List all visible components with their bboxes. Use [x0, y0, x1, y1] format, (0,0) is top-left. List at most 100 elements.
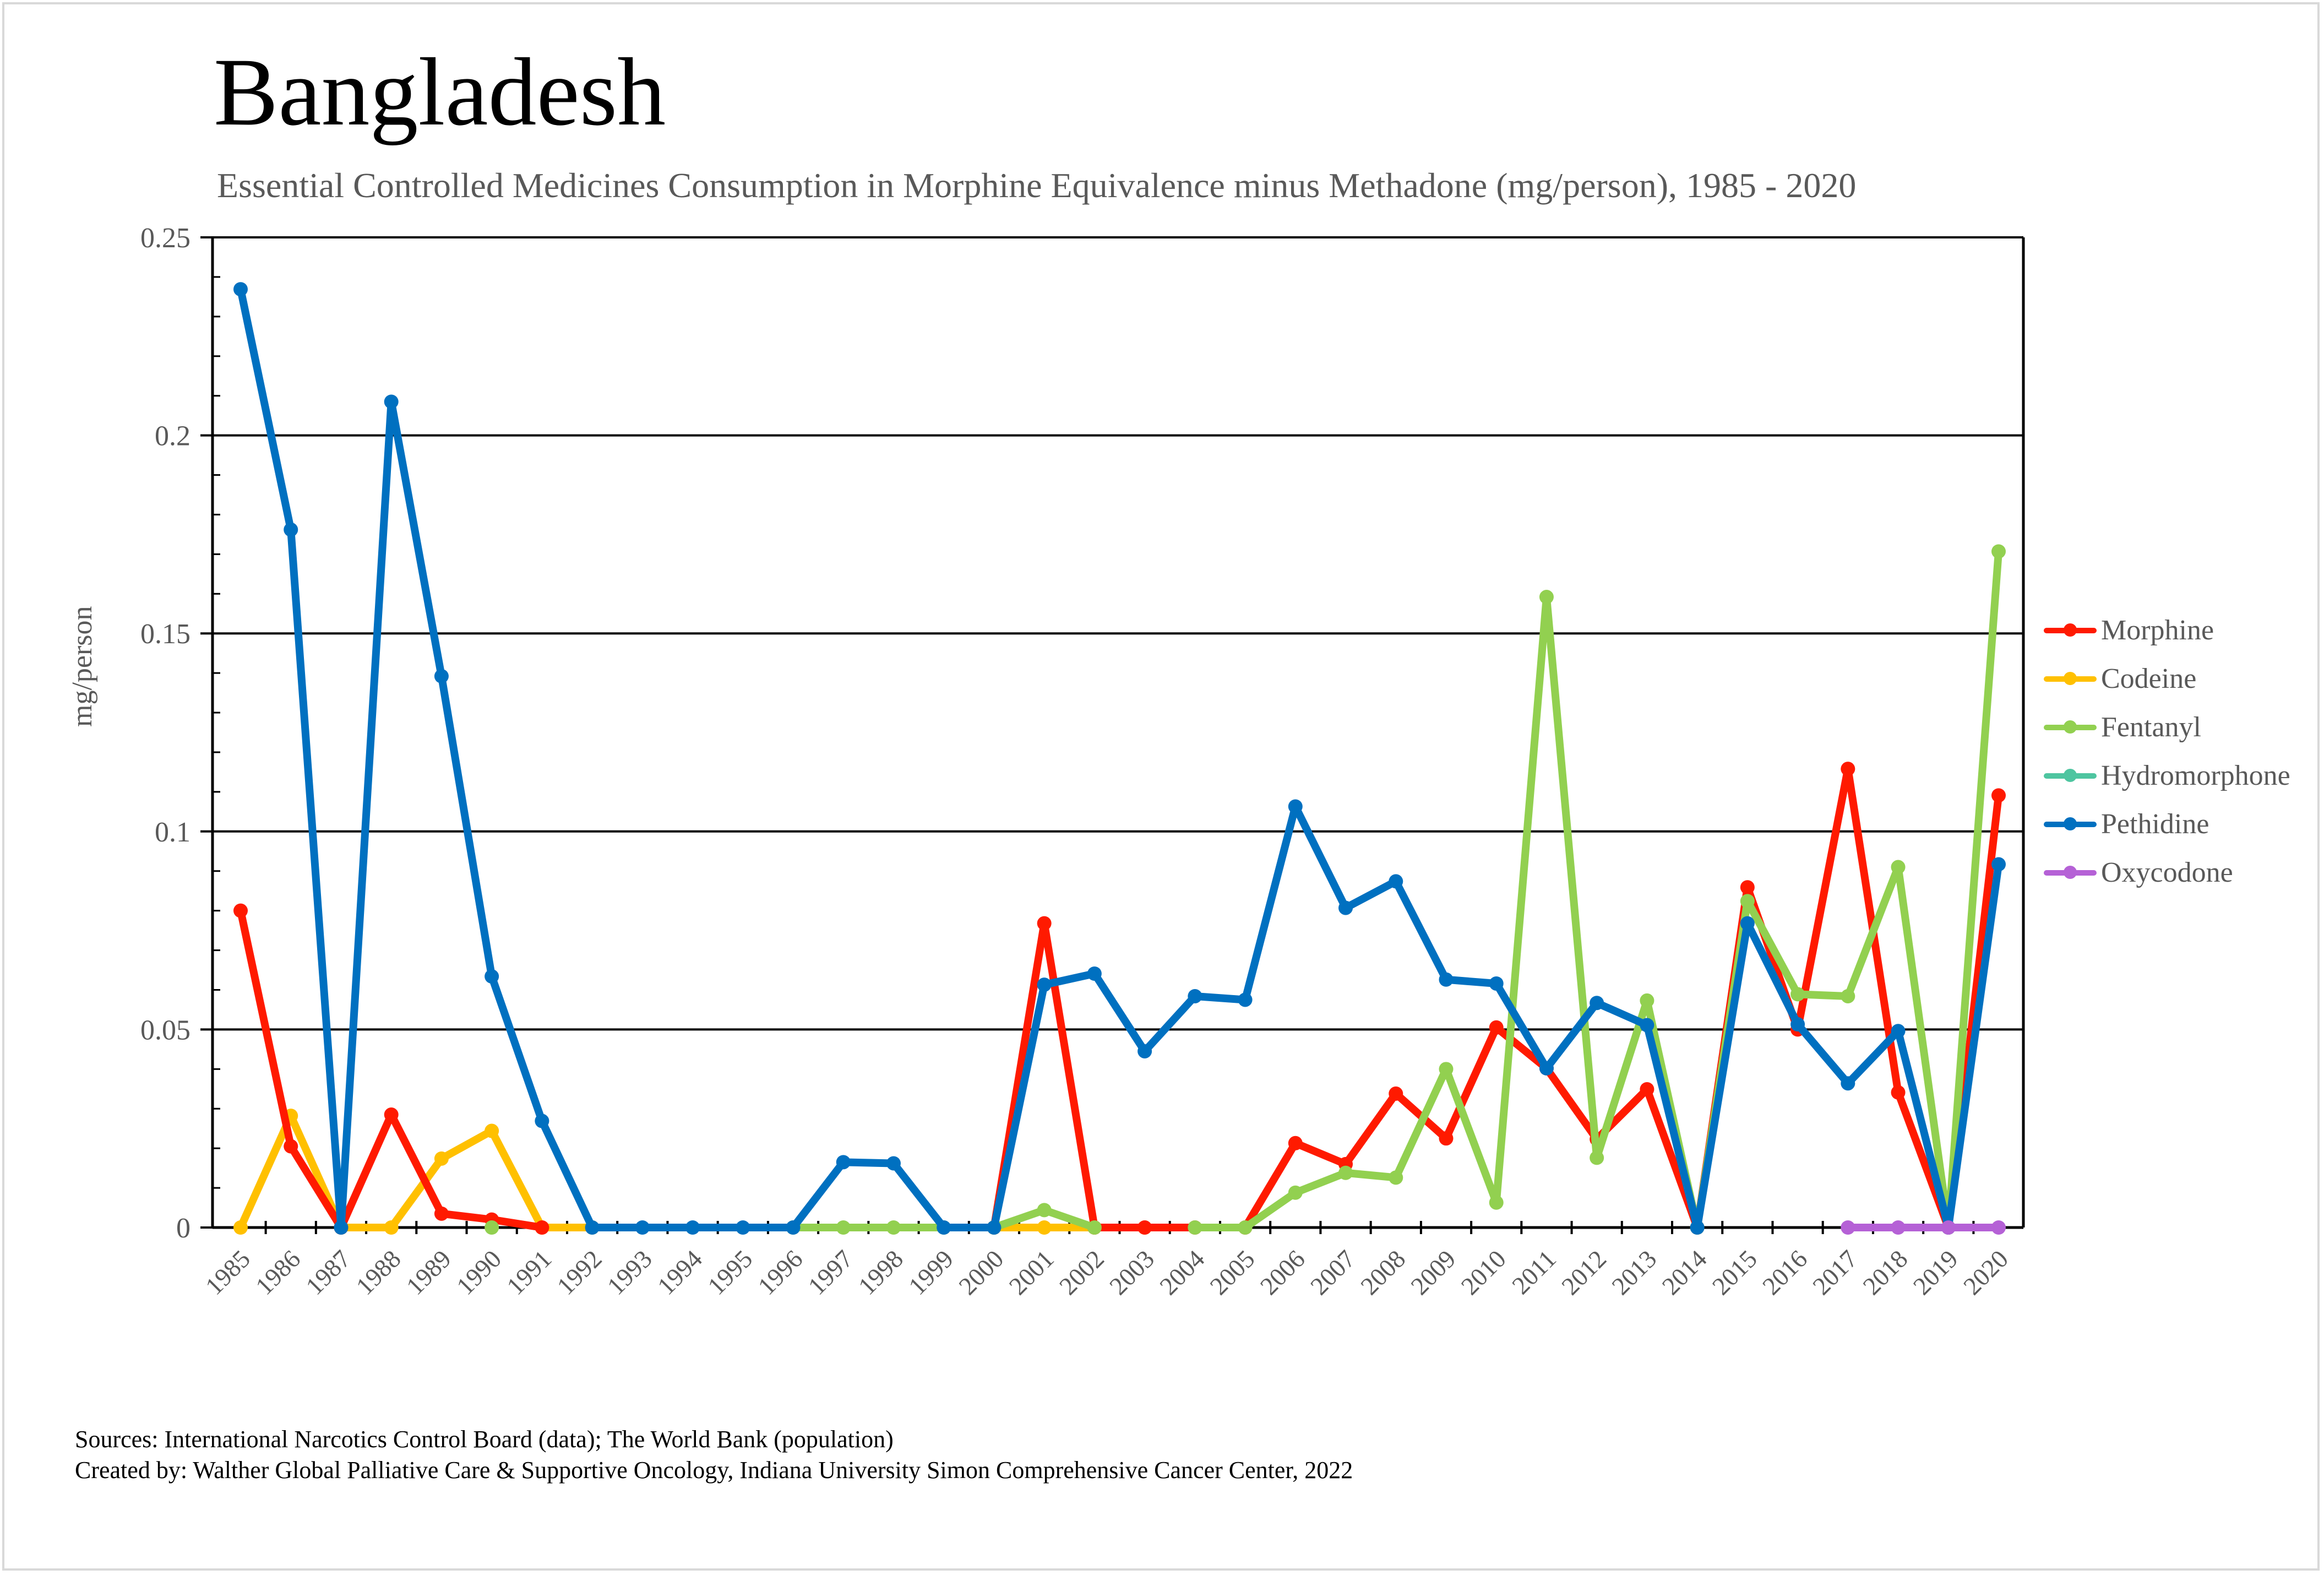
- legend-item-fentanyl: Fentanyl: [2044, 703, 2290, 751]
- data-point-pethidine: [886, 1156, 901, 1171]
- data-point-morphine: [1640, 1082, 1654, 1096]
- legend-item-morphine: Morphine: [2044, 606, 2290, 654]
- legend-marker-icon: [2044, 720, 2097, 734]
- x-tick-label: 2006: [1255, 1245, 1310, 1300]
- legend-label: Pethidine: [2101, 808, 2209, 840]
- data-point-pethidine: [1841, 1076, 1855, 1091]
- series-line-morphine: [237, 906, 546, 1231]
- data-point-codeine: [384, 1220, 399, 1235]
- data-point-fentanyl: [1288, 1185, 1303, 1200]
- data-point-pethidine: [1137, 1044, 1152, 1058]
- data-point-morphine: [1740, 880, 1755, 895]
- x-tick-label: 2011: [1506, 1245, 1561, 1300]
- x-tick-label: 2001: [1004, 1245, 1059, 1300]
- data-point-fentanyl: [1740, 894, 1755, 909]
- data-point-fentanyl: [1991, 544, 2006, 559]
- data-point-pethidine: [1037, 977, 1052, 992]
- x-tick-label: 1986: [250, 1245, 306, 1300]
- data-point-fentanyl: [485, 1220, 499, 1235]
- data-point-pethidine: [1690, 1220, 1705, 1235]
- x-tick-label: 2004: [1154, 1245, 1210, 1300]
- y-tick-label: 0.15: [140, 618, 191, 650]
- data-point-pethidine: [1338, 900, 1353, 915]
- legend-item-codeine: Codeine: [2044, 654, 2290, 703]
- x-tick-label: 1999: [903, 1245, 959, 1300]
- series-line-pethidine: [237, 285, 2002, 1231]
- legend-label: Oxycodone: [2101, 856, 2233, 888]
- y-tick-label: 0.05: [140, 1014, 191, 1046]
- data-point-morphine: [284, 1139, 298, 1154]
- data-point-morphine: [1137, 1220, 1152, 1235]
- data-point-morphine: [1037, 916, 1052, 931]
- data-point-fentanyl: [836, 1220, 851, 1235]
- data-point-codeine: [485, 1123, 499, 1138]
- x-tick-label: 2010: [1456, 1245, 1511, 1300]
- data-point-fentanyl: [1087, 1220, 1102, 1235]
- data-point-fentanyl: [1338, 1165, 1353, 1180]
- data-point-fentanyl: [1439, 1062, 1454, 1077]
- x-tick-label: 1996: [752, 1245, 808, 1300]
- data-point-morphine: [1389, 1086, 1403, 1101]
- x-tick-label: 2013: [1606, 1245, 1662, 1300]
- x-tick-label: 2015: [1707, 1245, 1762, 1300]
- data-point-pethidine: [1539, 1061, 1554, 1076]
- x-tick-label: 2014: [1657, 1245, 1712, 1300]
- data-point-pethidine: [1489, 976, 1504, 991]
- data-point-pethidine: [635, 1220, 650, 1235]
- data-point-morphine: [535, 1220, 549, 1235]
- data-point-fentanyl: [1640, 993, 1654, 1008]
- data-point-pethidine: [1288, 799, 1303, 814]
- data-point-oxycodone: [1841, 1220, 1855, 1235]
- data-point-pethidine: [736, 1220, 750, 1235]
- x-tick-label: 2018: [1857, 1245, 1913, 1300]
- x-tick-label: 2016: [1757, 1245, 1813, 1300]
- data-point-fentanyl: [1238, 1220, 1253, 1235]
- footer-created-by: Created by: Walther Global Palliative Ca…: [75, 1457, 1353, 1484]
- data-point-pethidine: [1891, 1024, 1906, 1039]
- x-tick-label: 2017: [1807, 1245, 1863, 1300]
- data-point-pethidine: [1790, 1017, 1805, 1032]
- data-point-fentanyl: [886, 1220, 901, 1235]
- data-point-fentanyl: [1590, 1150, 1604, 1165]
- data-point-morphine: [1841, 762, 1855, 776]
- data-point-pethidine: [685, 1220, 700, 1235]
- x-tick-label: 1994: [652, 1245, 707, 1300]
- x-tick-label: 2000: [953, 1245, 1009, 1300]
- data-point-pethidine: [1640, 1018, 1654, 1033]
- legend-label: Codeine: [2101, 662, 2197, 694]
- x-tick-label: 2020: [1958, 1245, 2013, 1300]
- data-point-pethidine: [384, 394, 399, 409]
- chart-title: Bangladesh: [214, 39, 666, 146]
- data-point-morphine: [1288, 1136, 1303, 1150]
- y-tick-label: 0: [176, 1213, 191, 1244]
- legend-marker-icon: [2044, 817, 2097, 830]
- legend-item-hydromorphone: Hydromorphone: [2044, 751, 2290, 800]
- data-point-pethidine: [1590, 996, 1604, 1011]
- data-point-pethidine: [937, 1220, 951, 1235]
- x-tick-label: 2008: [1355, 1245, 1411, 1300]
- x-tick-label: 2019: [1908, 1245, 1963, 1300]
- data-point-oxycodone: [1991, 1220, 2006, 1235]
- legend-label: Morphine: [2101, 614, 2214, 646]
- series-pethidine: [233, 282, 2006, 1235]
- x-tick-label: 2007: [1305, 1245, 1360, 1300]
- data-point-fentanyl: [1790, 987, 1805, 1002]
- data-point-fentanyl: [1539, 590, 1554, 605]
- x-tick-label: 1988: [351, 1245, 406, 1300]
- x-tick-label: 1998: [853, 1245, 908, 1300]
- data-point-oxycodone: [1941, 1220, 1956, 1235]
- x-tick-label: 1985: [200, 1245, 255, 1300]
- data-point-codeine: [1037, 1220, 1052, 1235]
- data-point-fentanyl: [1037, 1203, 1052, 1218]
- data-point-pethidine: [535, 1114, 549, 1128]
- x-tick-label: 1989: [401, 1245, 456, 1300]
- data-point-morphine: [1439, 1131, 1454, 1146]
- data-point-pethidine: [284, 522, 298, 537]
- data-point-pethidine: [1740, 916, 1755, 931]
- data-point-morphine: [1489, 1020, 1504, 1035]
- legend-marker-icon: [2044, 769, 2097, 782]
- x-tick-label: 2002: [1054, 1245, 1109, 1300]
- x-tick-label: 1995: [702, 1245, 758, 1300]
- series: [233, 282, 2006, 1235]
